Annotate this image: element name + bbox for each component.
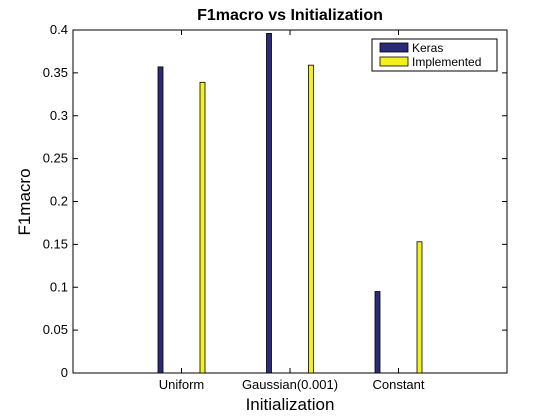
bars — [157, 33, 423, 374]
x-tick-label: Uniform — [159, 377, 205, 392]
bar-keras-2 — [374, 291, 381, 374]
y-tick-labels: 0 0.05 0.1 0.15 0.2 0.25 0.3 0.35 0.4 — [43, 22, 68, 380]
bar-implemented-1 — [308, 64, 314, 374]
y-tick-label: 0.35 — [43, 65, 68, 80]
y-tick-label: 0.2 — [50, 194, 68, 209]
legend-label-implemented: Implemented — [412, 55, 481, 69]
legend-label-keras: Keras — [412, 41, 443, 55]
x-tick-label: Gaussian(0.001) — [242, 377, 338, 392]
y-tick-label: 0.25 — [43, 151, 68, 166]
y-tick-label: 0.3 — [50, 108, 68, 123]
x-axis-label: Initialization — [246, 395, 335, 414]
tick-marks — [73, 29, 507, 374]
y-tick-label: 0 — [61, 365, 68, 380]
chart-title: F1macro vs Initialization — [197, 7, 383, 24]
legend-swatch-implemented — [379, 56, 409, 67]
y-tick-label: 0.05 — [43, 322, 68, 337]
bar-keras-1 — [266, 33, 272, 374]
plot-area — [72, 29, 508, 374]
bar-implemented-2 — [416, 241, 423, 374]
y-tick-label: 0.4 — [50, 22, 68, 37]
legend-swatch-keras — [379, 42, 409, 53]
x-tick-labels: Uniform Gaussian(0.001) Constant — [159, 377, 425, 392]
y-tick-label: 0.1 — [50, 279, 68, 294]
x-tick-label: Constant — [372, 377, 424, 392]
bar-implemented-0 — [199, 81, 206, 374]
y-axis-label: F1macro — [15, 168, 34, 235]
bar-keras-0 — [157, 66, 164, 374]
y-tick-label: 0.15 — [43, 236, 68, 251]
